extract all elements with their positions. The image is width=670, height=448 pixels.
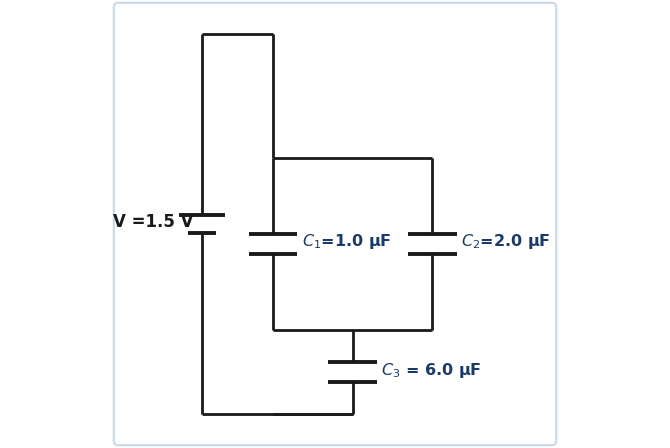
Text: V =1.5 V: V =1.5 V <box>113 213 194 231</box>
Text: $C_2$=2.0 μF: $C_2$=2.0 μF <box>461 232 551 251</box>
Text: $C_1$=1.0 μF: $C_1$=1.0 μF <box>302 232 391 251</box>
Text: $C_3$ = 6.0 μF: $C_3$ = 6.0 μF <box>381 361 482 379</box>
